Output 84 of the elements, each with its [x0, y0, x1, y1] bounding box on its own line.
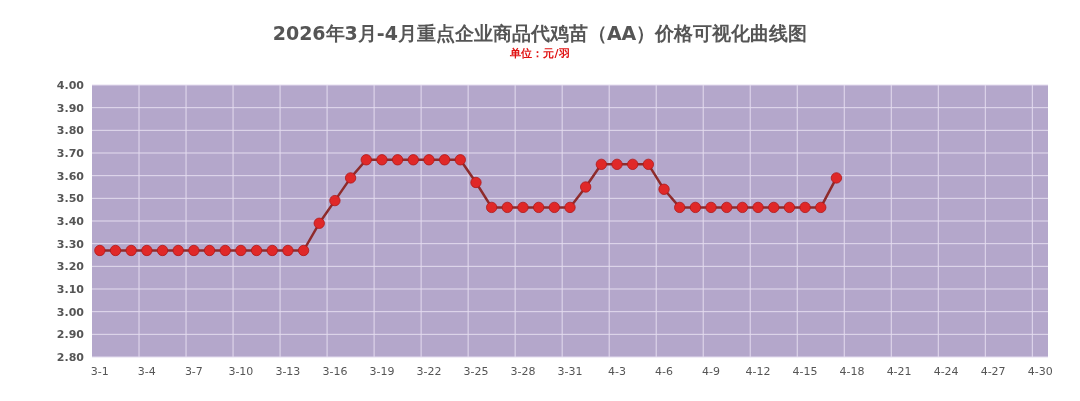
x-tick-label: 4-3: [608, 365, 626, 378]
point: [454, 154, 466, 166]
x-tick-label: 4-18: [839, 365, 865, 378]
y-tick-label: 3.70: [56, 147, 85, 160]
point: [642, 158, 654, 170]
point: [203, 244, 216, 257]
y-tick-label: 3.40: [56, 215, 85, 228]
point: [674, 201, 686, 213]
point: [439, 154, 451, 166]
x-tick-label: 4-30: [1027, 365, 1053, 378]
y-tick-label: 3.50: [56, 192, 85, 206]
point: [297, 244, 310, 257]
point: [611, 158, 623, 170]
y-tick-label: 3.60: [56, 169, 85, 183]
y-tick-label: 3.90: [56, 101, 85, 115]
x-tick-label: 4-6: [655, 365, 674, 378]
x-tick-label: 4-24: [933, 365, 959, 378]
y-tick-label: 3.00: [56, 305, 85, 319]
point: [501, 201, 513, 213]
x-tick-label: 3-22: [416, 365, 442, 378]
point: [815, 201, 827, 213]
x-tick-label: 3-16: [322, 365, 348, 378]
point: [470, 176, 482, 189]
x-tick-label: 3-19: [369, 365, 395, 378]
y-tick-label: 4.00: [56, 79, 85, 92]
y-tick-label: 2.80: [56, 351, 85, 364]
point: [548, 201, 560, 213]
point: [109, 244, 122, 257]
x-tick-label: 3-7: [184, 365, 203, 378]
point: [658, 183, 670, 195]
point: [768, 201, 780, 213]
x-tick-label: 3-4: [137, 365, 156, 378]
point: [830, 172, 843, 184]
y-tick-label: 3.80: [56, 124, 85, 138]
point: [533, 201, 545, 213]
point: [407, 154, 419, 166]
point: [266, 244, 278, 257]
point: [141, 244, 153, 257]
point: [783, 201, 796, 213]
point: [313, 217, 325, 229]
point: [799, 201, 811, 213]
x-tick-label: 4-12: [745, 365, 771, 378]
point: [705, 201, 717, 213]
point: [564, 201, 576, 213]
point: [250, 244, 263, 257]
point: [376, 154, 388, 166]
point: [235, 244, 247, 257]
point: [329, 195, 341, 207]
point: [752, 201, 764, 213]
point: [344, 172, 357, 184]
point: [282, 244, 294, 257]
chart-title: 2026年3月-4月重点企业商品代鸡苗（AA）价格可视化曲线图: [272, 22, 808, 44]
point: [627, 158, 639, 170]
point: [125, 244, 137, 257]
y-tick-label: 3.30: [56, 237, 85, 251]
x-tick-label: 3-28: [510, 365, 536, 378]
point: [188, 244, 200, 257]
y-tick-label: 3.20: [56, 260, 85, 274]
point: [156, 244, 169, 257]
x-tick-label: 3-31: [557, 365, 583, 378]
chart-subtitle: 单位：元/羽: [509, 47, 570, 60]
y-tick-label: 2.90: [56, 328, 85, 342]
x-tick-label: 3-25: [463, 365, 489, 378]
x-tick-label: 4-27: [980, 365, 1006, 378]
point: [689, 201, 701, 213]
x-tick-label: 4-21: [886, 365, 912, 378]
point: [392, 154, 404, 166]
x-tick-label: 3-1: [90, 365, 109, 378]
point: [423, 154, 435, 166]
point: [517, 201, 529, 213]
y-tick-label: 3.10: [56, 283, 85, 296]
point: [580, 181, 592, 193]
point: [721, 201, 733, 213]
point: [736, 201, 748, 213]
point: [94, 244, 106, 257]
x-tick-label: 3-13: [275, 365, 301, 378]
point: [172, 244, 184, 257]
point: [219, 244, 231, 257]
point: [360, 154, 372, 166]
point: [486, 201, 498, 213]
x-tick-label: 4-9: [702, 365, 721, 378]
x-tick-label: 4-15: [792, 365, 818, 378]
point: [595, 158, 607, 170]
x-tick-label: 3-10: [228, 365, 254, 378]
